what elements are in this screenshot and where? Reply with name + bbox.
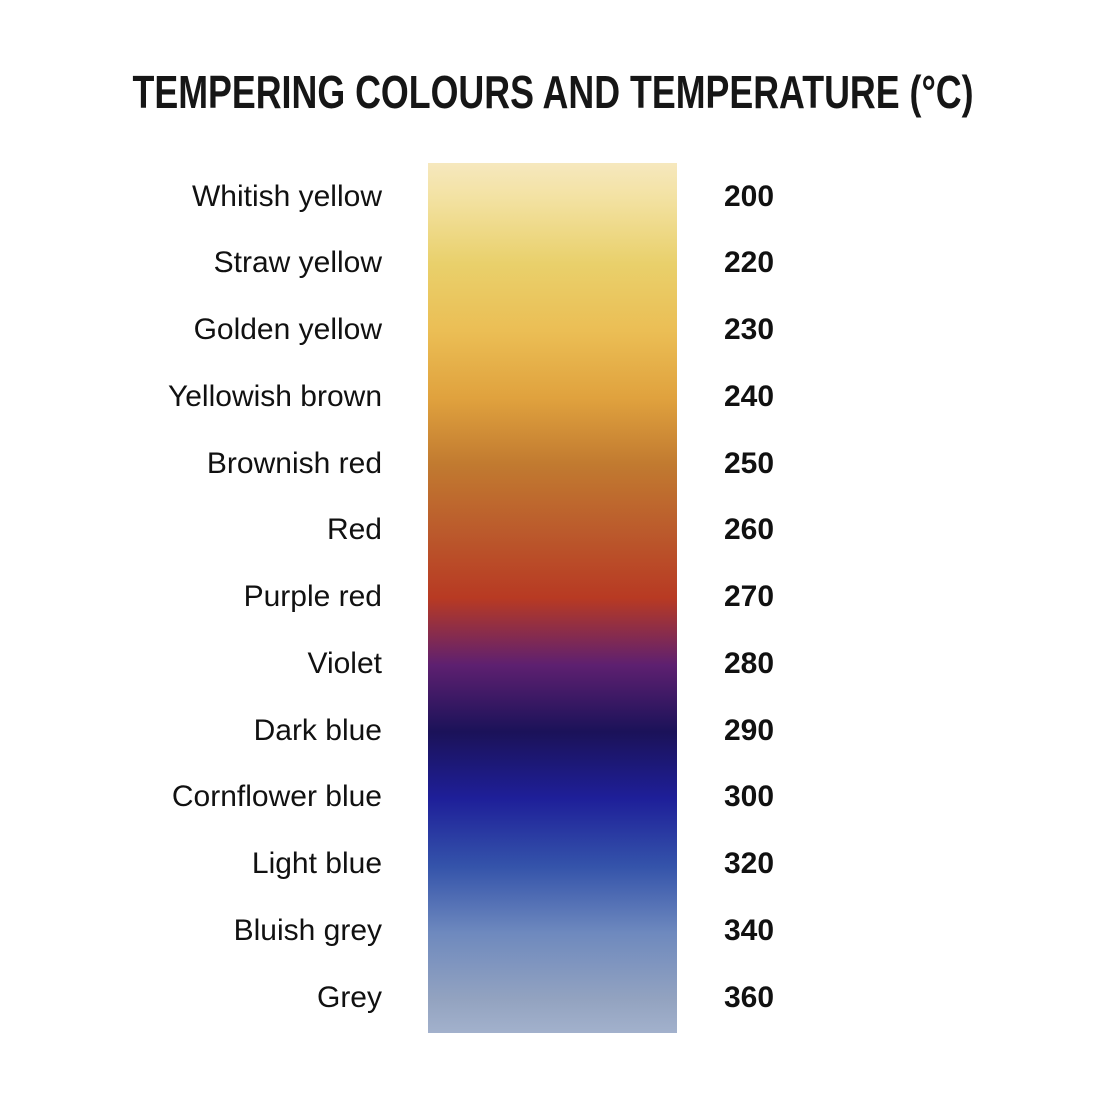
svg-text:TEMPERING COLOURS AND TEMPERAT: TEMPERING COLOURS AND TEMPERATURE (°C) (133, 66, 974, 118)
